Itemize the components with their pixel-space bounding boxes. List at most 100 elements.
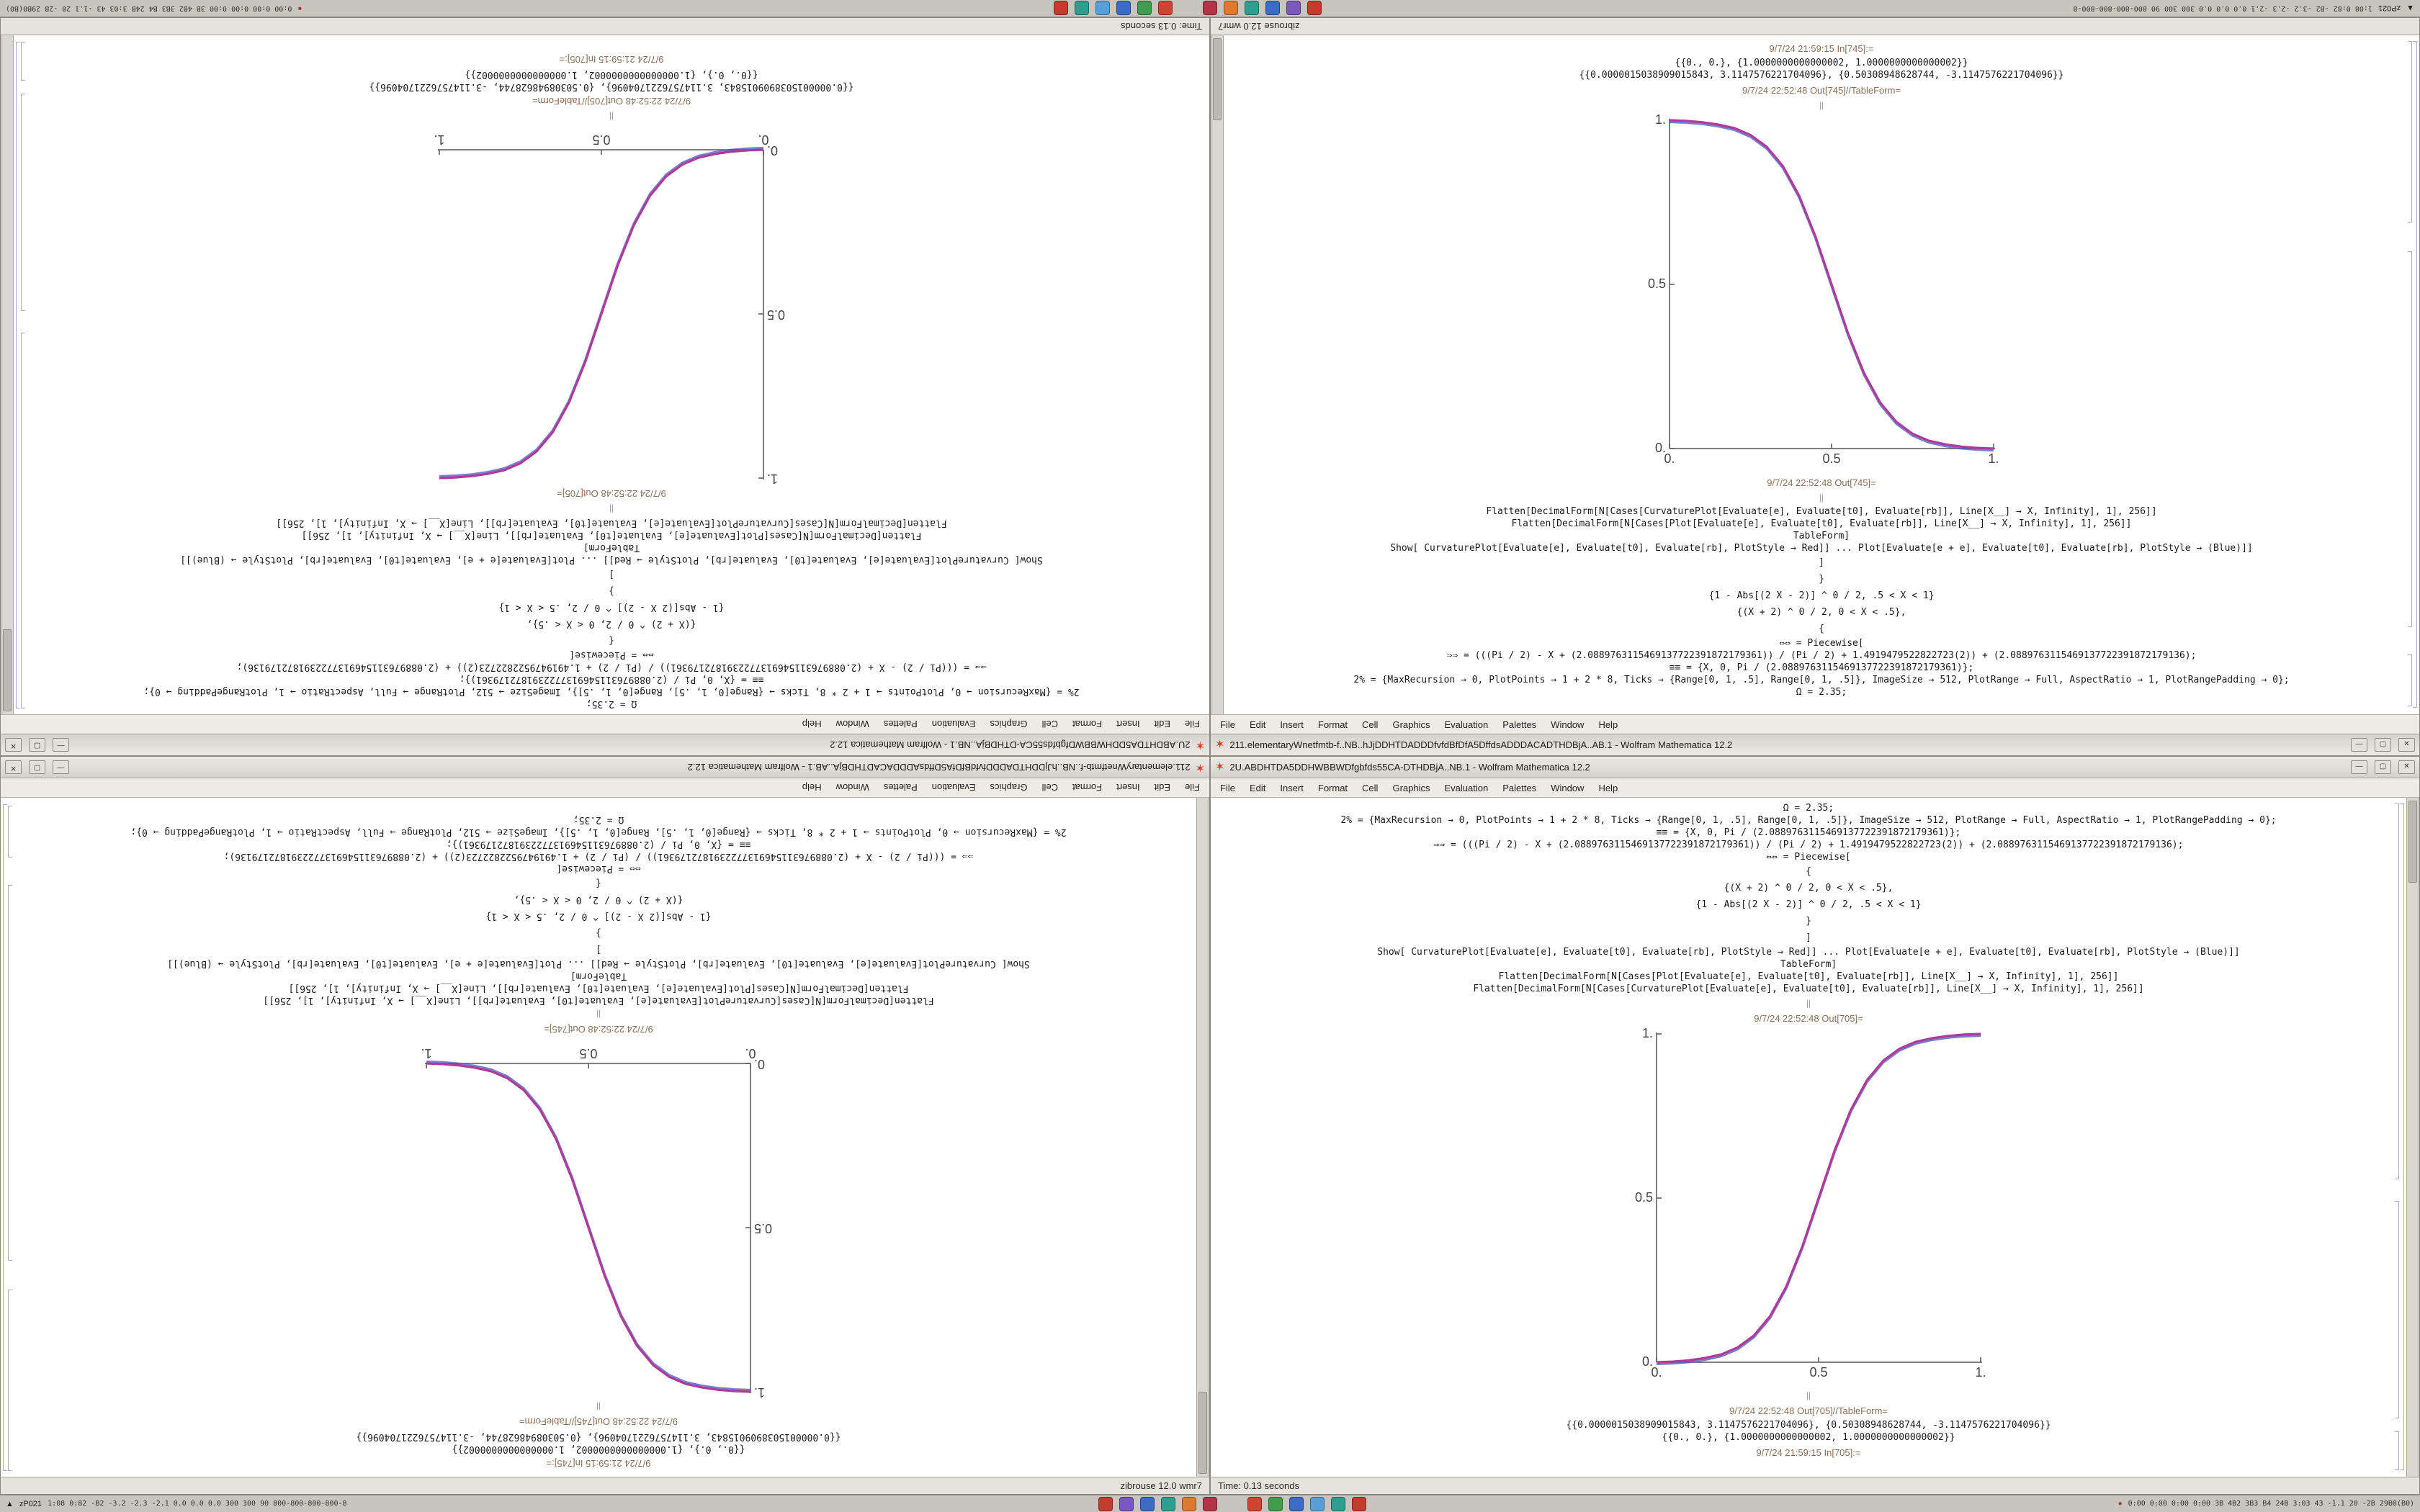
menu-item-graphics[interactable]: Graphics <box>990 782 1028 793</box>
numeric-output[interactable]: {{0., 0.}, {1.0000000000000002, 1.000000… <box>1675 58 1968 68</box>
app-icon-navy[interactable] <box>1116 1 1131 16</box>
code-line[interactable]: ≡≡ = {X, 0, Pi / (2.08897631154691377223… <box>446 839 751 850</box>
menu-item-edit[interactable]: Edit <box>1249 782 1266 793</box>
menu-item-evaluation[interactable]: Evaluation <box>931 719 976 730</box>
code-line[interactable]: Show[ CurvaturePlot[Evaluate[e], Evaluat… <box>1377 947 2240 958</box>
code-line[interactable]: {1 - Abs[(2 X - 2)] ^ 0 / 2, .5 < X < 1} <box>1708 590 1935 601</box>
code-line[interactable]: ⇒⇒ = (((Pi / 2) - X + (2.088976311546913… <box>236 662 987 672</box>
minimize-button[interactable]: — <box>53 760 69 774</box>
minimize-button[interactable]: — <box>2351 760 2367 774</box>
app-icon-orange[interactable] <box>1223 1 1238 16</box>
scrollbar-thumb[interactable] <box>3 629 12 711</box>
code-line[interactable]: Show[ CurvaturePlot[Evaluate[e], Evaluat… <box>1390 543 2253 554</box>
app-icon-rust[interactable] <box>1352 1496 1367 1511</box>
code-line[interactable]: {(X + 2) ^ 0 / 2, 0 < X < .5}, <box>1736 607 1906 618</box>
menu-item-insert[interactable]: Insert <box>1280 719 1304 730</box>
code-line[interactable]: Flatten[DecimalForm[N[Cases[CurvaturePlo… <box>1473 984 2144 994</box>
menu-item-help[interactable]: Help <box>1598 782 1618 793</box>
window-titlebar[interactable]: ✶ 2U.ABDHTDA5DDHWBBWDfgbfds55CA-DTHDBjA.… <box>1 734 1209 755</box>
app-icon-orange[interactable] <box>1182 1496 1197 1511</box>
menu-item-insert[interactable]: Insert <box>1116 782 1140 793</box>
code-line[interactable]: Flatten[DecimalForm[N[Cases[CurvaturePlo… <box>1486 506 2157 517</box>
numeric-output[interactable]: {{0.0000015038909015843, 3.1147576221704… <box>356 1431 841 1442</box>
menu-item-format[interactable]: Format <box>1072 719 1103 730</box>
numeric-output[interactable]: {{0.0000015038909015843, 3.1147576221704… <box>1566 1420 2051 1431</box>
code-line[interactable]: 2% = {MaxRecursion → 0, PlotPoints → 1 +… <box>143 686 1080 697</box>
code-line[interactable]: { <box>1806 866 1811 877</box>
code-line[interactable]: TableForm] <box>570 971 627 981</box>
app-icon-cyan[interactable] <box>1074 1 1089 16</box>
menu-item-graphics[interactable]: Graphics <box>1392 719 1430 730</box>
menu-item-window[interactable]: Window <box>1551 782 1585 793</box>
code-line[interactable]: Flatten[DecimalForm[N[Cases[Plot[Evaluat… <box>1498 971 2119 982</box>
close-button[interactable]: ✕ <box>2398 738 2415 752</box>
plot-output[interactable]: 0. 0. 0.5 0.5 1. 1. <box>14 125 1209 485</box>
app-icon-crimson[interactable] <box>1203 1496 1218 1511</box>
app-icon-crimson[interactable] <box>1202 1 1217 16</box>
app-icon-teal[interactable] <box>1244 1 1259 16</box>
maximize-button[interactable]: ▢ <box>29 760 45 774</box>
tray-status-icon[interactable]: ● <box>297 4 302 12</box>
vertical-scrollbar[interactable] <box>1196 798 1209 1477</box>
window-titlebar[interactable]: ✶ 211.elementaryWnetfmtb-f..NB..hJjDDHTD… <box>1211 734 2419 755</box>
menu-item-window[interactable]: Window <box>835 719 869 730</box>
code-line[interactable]: TableForm] <box>1793 531 1850 541</box>
app-icon-scarlet[interactable] <box>1247 1496 1263 1511</box>
menu-item-evaluation[interactable]: Evaluation <box>1444 719 1489 730</box>
app-icon-red[interactable] <box>1307 1 1322 16</box>
app-icon-red[interactable] <box>1098 1496 1113 1511</box>
code-line[interactable]: } <box>1806 916 1811 927</box>
code-line[interactable]: Flatten[DecimalForm[N[Cases[CurvaturePlo… <box>263 995 934 1006</box>
numeric-output[interactable]: {{0., 0.}, {1.0000000000000002, 1.000000… <box>1662 1432 1955 1443</box>
menu-item-window[interactable]: Window <box>835 782 869 793</box>
menu-item-evaluation[interactable]: Evaluation <box>1444 782 1489 793</box>
code-line[interactable]: 2% = {MaxRecursion → 0, PlotPoints → 1 +… <box>1340 815 2277 826</box>
close-button[interactable]: ✕ <box>2398 760 2415 774</box>
menu-item-insert[interactable]: Insert <box>1116 719 1140 730</box>
menu-item-window[interactable]: Window <box>1551 719 1585 730</box>
close-button[interactable]: ✕ <box>5 738 22 752</box>
menu-item-cell[interactable]: Cell <box>1041 782 1058 793</box>
menu-item-edit[interactable]: Edit <box>1154 719 1171 730</box>
code-line[interactable]: {(X + 2) ^ 0 / 2, 0 < X < .5}, <box>514 894 684 905</box>
app-icon-green[interactable] <box>1137 1 1152 16</box>
vertical-scrollbar[interactable] <box>1 35 14 714</box>
code-line[interactable]: ≡≡ = {X, 0, Pi / (2.08897631154691377223… <box>1669 662 1974 673</box>
code-line[interactable]: {(X + 2) ^ 0 / 2, 0 < X < .5}, <box>1724 883 1894 894</box>
maximize-button[interactable]: ▢ <box>2375 760 2391 774</box>
window-titlebar[interactable]: ✶ 211.elementaryWnetfmtb-f..NB..hJjDDHTD… <box>1 757 1209 778</box>
scrollbar-thumb[interactable] <box>1198 1392 1207 1474</box>
code-line[interactable]: ] <box>1806 932 1811 943</box>
menu-item-edit[interactable]: Edit <box>1154 782 1171 793</box>
vertical-scrollbar[interactable] <box>2406 798 2419 1477</box>
menu-item-insert[interactable]: Insert <box>1280 782 1304 793</box>
code-line[interactable]: {1 - Abs[(2 X - 2)] ^ 0 / 2, .5 < X < 1} <box>485 911 712 922</box>
code-line[interactable]: } <box>609 585 614 596</box>
menu-item-format[interactable]: Format <box>1317 782 1348 793</box>
app-icon-teal[interactable] <box>1161 1496 1176 1511</box>
code-line[interactable]: ⇔⇔ = Piecewise[ <box>1779 638 1864 649</box>
menu-item-graphics[interactable]: Graphics <box>990 719 1028 730</box>
menu-item-cell[interactable]: Cell <box>1362 719 1379 730</box>
code-line[interactable]: Ω = 2.35; <box>586 698 637 709</box>
code-line[interactable]: ⇔⇔ = Piecewise[ <box>1766 852 1851 863</box>
code-line[interactable]: ⇒⇒ = (((Pi / 2) - X + (2.088976311546913… <box>223 851 974 862</box>
code-line[interactable]: { <box>609 635 614 646</box>
code-line[interactable]: ⇒⇒ = (((Pi / 2) - X + (2.088976311546913… <box>1433 840 2184 850</box>
app-icon-green[interactable] <box>1268 1496 1283 1511</box>
menu-item-help[interactable]: Help <box>802 782 822 793</box>
menu-item-graphics[interactable]: Graphics <box>1392 782 1430 793</box>
vertical-scrollbar[interactable] <box>1211 35 1224 714</box>
code-line[interactable]: ≡≡ = {X, 0, Pi / (2.08897631154691377223… <box>1656 827 1961 838</box>
numeric-output[interactable]: {{0., 0.}, {1.0000000000000002, 1.000000… <box>465 69 758 80</box>
code-line[interactable]: Flatten[DecimalForm[N[Cases[Plot[Evaluat… <box>288 983 909 994</box>
code-line[interactable]: 2% = {MaxRecursion → 0, PlotPoints → 1 +… <box>130 827 1067 837</box>
code-line[interactable]: ] <box>609 569 614 580</box>
app-icon-violet[interactable] <box>1119 1496 1134 1511</box>
menu-item-file[interactable]: File <box>1220 782 1235 793</box>
app-icon-scarlet[interactable] <box>1157 1 1173 16</box>
taskbar-expand-icon[interactable]: ▲ <box>6 1499 14 1508</box>
numeric-output[interactable]: {{0.0000015038909015843, 3.1147576221704… <box>1579 70 2064 81</box>
code-line[interactable]: {1 - Abs[(2 X - 2)] ^ 0 / 2, .5 < X < 1} <box>498 602 725 613</box>
code-line[interactable]: } <box>596 927 601 938</box>
